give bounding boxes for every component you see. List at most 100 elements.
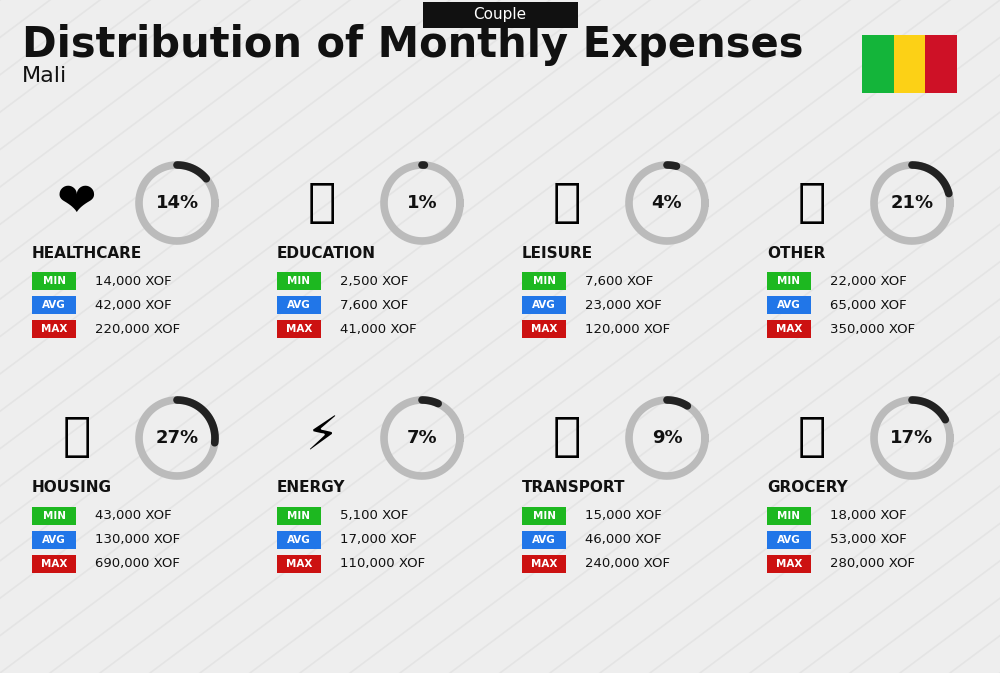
Text: AVG: AVG [287,300,311,310]
Text: TRANSPORT: TRANSPORT [522,481,626,495]
Text: 🚌: 🚌 [553,415,581,460]
FancyBboxPatch shape [522,296,566,314]
Text: Distribution of Monthly Expenses: Distribution of Monthly Expenses [22,24,804,66]
FancyBboxPatch shape [277,507,321,525]
Text: MAX: MAX [286,324,312,334]
Text: 350,000 XOF: 350,000 XOF [830,322,915,336]
FancyBboxPatch shape [522,507,566,525]
Text: 220,000 XOF: 220,000 XOF [95,322,180,336]
Text: 23,000 XOF: 23,000 XOF [585,299,662,312]
FancyBboxPatch shape [767,296,811,314]
Text: Couple: Couple [473,7,527,22]
Text: 17,000 XOF: 17,000 XOF [340,534,417,546]
Text: AVG: AVG [532,535,556,545]
Text: AVG: AVG [532,300,556,310]
Text: MIN: MIN [42,511,66,521]
Text: 💰: 💰 [798,180,826,225]
Text: 7,600 XOF: 7,600 XOF [340,299,408,312]
Text: 7,600 XOF: 7,600 XOF [585,275,653,287]
FancyBboxPatch shape [277,272,321,290]
Text: HEALTHCARE: HEALTHCARE [32,246,142,260]
Text: LEISURE: LEISURE [522,246,593,260]
Text: AVG: AVG [42,535,66,545]
Text: 5,100 XOF: 5,100 XOF [340,509,408,522]
Text: 280,000 XOF: 280,000 XOF [830,557,915,571]
Text: MIN: MIN [532,276,556,286]
Text: 🏢: 🏢 [63,415,91,460]
Text: OTHER: OTHER [767,246,825,260]
Text: 46,000 XOF: 46,000 XOF [585,534,662,546]
FancyBboxPatch shape [767,320,811,338]
FancyBboxPatch shape [862,35,894,93]
FancyBboxPatch shape [522,531,566,549]
FancyBboxPatch shape [32,531,76,549]
Text: MAX: MAX [41,324,67,334]
Text: AVG: AVG [777,300,801,310]
FancyBboxPatch shape [277,531,321,549]
FancyBboxPatch shape [767,272,811,290]
FancyBboxPatch shape [894,35,925,93]
Text: 14,000 XOF: 14,000 XOF [95,275,172,287]
Text: 43,000 XOF: 43,000 XOF [95,509,172,522]
Text: ⚡: ⚡ [305,415,339,460]
Text: 42,000 XOF: 42,000 XOF [95,299,172,312]
FancyBboxPatch shape [767,507,811,525]
Text: 🎓: 🎓 [308,180,336,225]
FancyBboxPatch shape [767,555,811,573]
Text: 14%: 14% [155,194,199,212]
Text: 1%: 1% [407,194,437,212]
Text: Mali: Mali [22,66,67,86]
Text: AVG: AVG [42,300,66,310]
Text: 17%: 17% [890,429,934,447]
Text: 15,000 XOF: 15,000 XOF [585,509,662,522]
Text: MIN: MIN [778,511,800,521]
Text: 7%: 7% [407,429,437,447]
FancyBboxPatch shape [32,272,76,290]
Text: 🛒: 🛒 [798,415,826,460]
FancyBboxPatch shape [925,35,957,93]
FancyBboxPatch shape [522,555,566,573]
Text: GROCERY: GROCERY [767,481,848,495]
Text: 41,000 XOF: 41,000 XOF [340,322,417,336]
FancyBboxPatch shape [522,320,566,338]
Text: MAX: MAX [531,324,557,334]
Text: 65,000 XOF: 65,000 XOF [830,299,907,312]
Text: 21%: 21% [890,194,934,212]
FancyBboxPatch shape [422,2,578,28]
Text: MIN: MIN [288,276,310,286]
Text: MIN: MIN [288,511,310,521]
Text: HOUSING: HOUSING [32,481,112,495]
Text: MIN: MIN [778,276,800,286]
Text: MIN: MIN [42,276,66,286]
Text: 240,000 XOF: 240,000 XOF [585,557,670,571]
Text: 110,000 XOF: 110,000 XOF [340,557,425,571]
Text: MAX: MAX [776,324,802,334]
FancyBboxPatch shape [32,555,76,573]
Text: 18,000 XOF: 18,000 XOF [830,509,907,522]
FancyBboxPatch shape [32,296,76,314]
FancyBboxPatch shape [32,320,76,338]
Text: 4%: 4% [652,194,682,212]
Text: MAX: MAX [286,559,312,569]
Text: AVG: AVG [287,535,311,545]
Text: ❤️: ❤️ [57,180,97,225]
Text: MAX: MAX [531,559,557,569]
Text: 🛍️: 🛍️ [553,180,581,225]
FancyBboxPatch shape [277,320,321,338]
Text: 9%: 9% [652,429,682,447]
Text: 130,000 XOF: 130,000 XOF [95,534,180,546]
Text: 22,000 XOF: 22,000 XOF [830,275,907,287]
FancyBboxPatch shape [522,272,566,290]
Text: 53,000 XOF: 53,000 XOF [830,534,907,546]
Text: 27%: 27% [155,429,199,447]
FancyBboxPatch shape [32,507,76,525]
FancyBboxPatch shape [277,296,321,314]
Text: MAX: MAX [41,559,67,569]
Text: 2,500 XOF: 2,500 XOF [340,275,408,287]
Text: MAX: MAX [776,559,802,569]
Text: 690,000 XOF: 690,000 XOF [95,557,180,571]
FancyBboxPatch shape [767,531,811,549]
Text: AVG: AVG [777,535,801,545]
Text: ENERGY: ENERGY [277,481,346,495]
FancyBboxPatch shape [277,555,321,573]
